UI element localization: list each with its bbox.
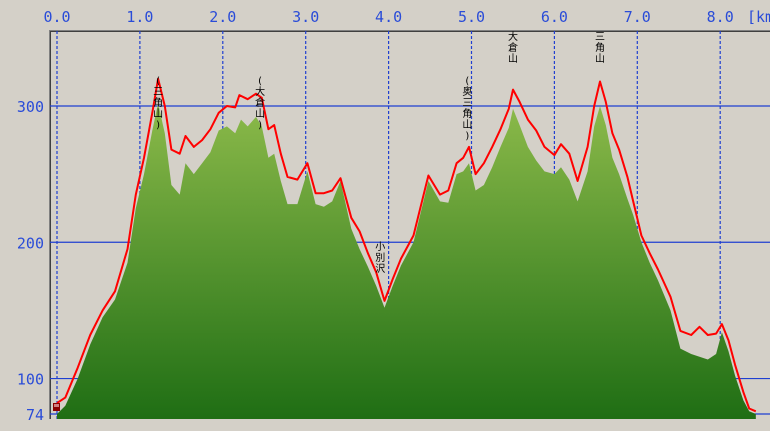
y-tick-label: 100 bbox=[17, 371, 44, 389]
x-tick-label: 2.0 bbox=[209, 8, 236, 26]
peak-label: 小別沢 bbox=[375, 241, 385, 275]
elevation-area bbox=[57, 103, 756, 419]
y-tick-label: 300 bbox=[17, 98, 44, 116]
x-tick-label: 5.0 bbox=[458, 8, 485, 26]
x-tick-label: 4.0 bbox=[375, 8, 402, 26]
start-marker bbox=[53, 403, 60, 411]
area-layer bbox=[57, 103, 756, 419]
x-tick-label: 7.0 bbox=[624, 8, 651, 26]
x-unit-label: [km bbox=[747, 8, 770, 26]
y-tick-label: 200 bbox=[17, 234, 44, 252]
x-tick-label: 1.0 bbox=[126, 8, 153, 26]
plot-frame-shadow bbox=[50, 31, 770, 419]
x-tick-label: 6.0 bbox=[541, 8, 568, 26]
peak-label: 大倉山 bbox=[508, 30, 518, 65]
elevation-line bbox=[56, 77, 757, 413]
x-tick-labels: 0.0 1.0 2.0 3.0 4.0 5.0 6.0 7.0 8.0 [km bbox=[43, 8, 770, 26]
peak-label: (三角山) bbox=[153, 76, 163, 131]
y-tick-labels: 300 200 100 74 bbox=[17, 98, 44, 424]
peak-label: (奥三角山) bbox=[462, 76, 472, 142]
x-tick-label: 8.0 bbox=[707, 8, 734, 26]
line-layer bbox=[56, 77, 757, 413]
peak-label: (大倉山) bbox=[255, 76, 265, 131]
y-tick-label: 74 bbox=[26, 406, 44, 424]
peak-label: 三角山 bbox=[595, 32, 605, 65]
x-tick-label: 3.0 bbox=[292, 8, 319, 26]
peak-annotations: (三角山) (大倉山) 小別沢 (奥三角山) 大倉山 三角山 bbox=[153, 30, 605, 275]
plot-frame bbox=[49, 30, 770, 419]
x-tick-label: 0.0 bbox=[43, 8, 70, 26]
